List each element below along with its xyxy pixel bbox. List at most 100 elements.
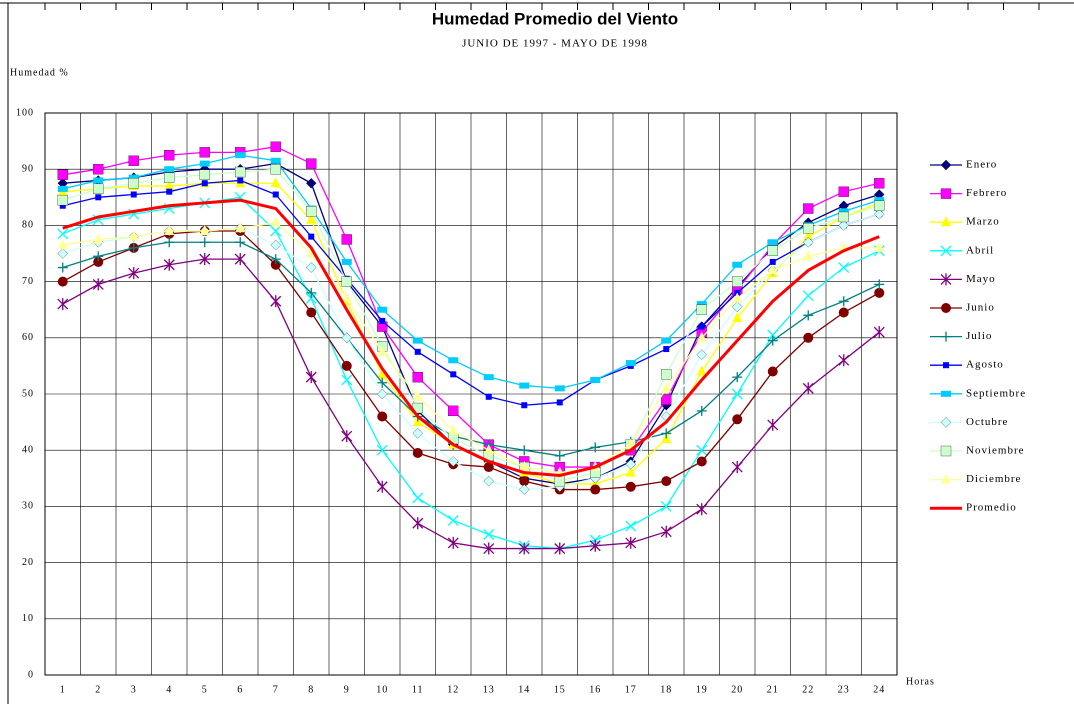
marker — [625, 481, 636, 492]
x-tick-label: 2 — [95, 684, 101, 695]
marker — [661, 382, 672, 393]
marker — [943, 362, 949, 369]
marker — [377, 345, 388, 356]
marker — [663, 346, 670, 353]
marker — [554, 475, 565, 487]
marker — [874, 208, 885, 220]
marker — [874, 197, 885, 204]
marker — [270, 157, 281, 164]
marker — [412, 428, 423, 439]
x-axis-label: Horas — [906, 676, 935, 687]
legend-label: Diciembre — [966, 473, 1021, 485]
marker — [590, 484, 601, 495]
marker — [199, 225, 210, 236]
marker — [341, 430, 353, 443]
marker — [940, 445, 952, 457]
chart-title: Humedad Promedio del Viento — [432, 9, 678, 28]
marker — [767, 335, 778, 346]
marker — [379, 317, 386, 324]
marker — [940, 159, 952, 171]
marker — [199, 160, 210, 167]
marker — [696, 503, 708, 516]
marker — [732, 276, 743, 287]
y-tick-label: 0 — [28, 669, 34, 680]
marker — [414, 348, 421, 355]
marker — [838, 354, 850, 367]
marker — [483, 475, 494, 487]
series-line — [62, 179, 880, 406]
marker — [940, 188, 952, 199]
marker — [485, 393, 492, 400]
x-tick-label: 5 — [202, 684, 208, 695]
marker — [93, 164, 104, 175]
y-axis-label: Humedad % — [10, 67, 69, 78]
marker — [554, 542, 566, 555]
y-tick-label: 40 — [22, 444, 34, 455]
marker — [732, 312, 743, 323]
series-line — [62, 198, 880, 478]
y-tick-label: 20 — [22, 557, 34, 568]
marker — [447, 536, 459, 549]
marker — [57, 239, 68, 250]
marker — [128, 178, 139, 189]
marker — [199, 237, 210, 248]
marker — [483, 529, 495, 540]
marker — [164, 172, 175, 183]
marker — [93, 233, 104, 244]
marker — [448, 357, 459, 364]
marker — [341, 332, 352, 344]
marker — [59, 202, 66, 209]
marker — [376, 444, 388, 456]
marker — [483, 542, 495, 555]
x-tick-label: 21 — [767, 684, 779, 695]
x-tick-label: 17 — [625, 684, 637, 695]
legend-label: Julio — [966, 330, 992, 342]
marker — [838, 296, 849, 307]
marker — [306, 307, 317, 318]
legend-label: Noviembre — [966, 445, 1024, 457]
marker — [767, 418, 779, 431]
marker — [874, 287, 885, 298]
y-tick-label: 30 — [22, 501, 34, 512]
series-line — [62, 146, 880, 468]
y-tick-label: 90 — [22, 163, 34, 174]
marker — [696, 365, 707, 376]
marker — [483, 444, 494, 455]
marker — [625, 438, 636, 449]
y-tick-label: 100 — [16, 107, 34, 118]
marker — [940, 417, 952, 428]
marker — [164, 166, 175, 173]
x-tick-label: 24 — [873, 684, 885, 695]
marker — [270, 177, 281, 188]
marker — [696, 405, 707, 416]
marker — [803, 237, 814, 248]
marker — [305, 371, 317, 384]
marker — [519, 476, 530, 487]
marker — [803, 310, 814, 321]
marker — [696, 456, 707, 467]
y-tick-label: 70 — [22, 276, 34, 287]
marker — [696, 444, 708, 456]
marker — [341, 276, 352, 287]
marker — [412, 448, 423, 459]
marker — [57, 185, 68, 192]
marker — [305, 293, 317, 304]
marker — [93, 183, 104, 195]
marker — [519, 461, 530, 472]
marker — [93, 177, 104, 184]
x-tick-label: 6 — [237, 684, 243, 695]
marker — [306, 178, 317, 189]
x-tick-label: 22 — [802, 684, 814, 695]
marker — [625, 459, 636, 470]
marker — [128, 242, 139, 253]
marker — [941, 390, 951, 397]
marker — [696, 304, 707, 315]
marker — [732, 292, 743, 303]
marker — [625, 536, 637, 549]
marker — [589, 539, 601, 552]
marker — [940, 273, 952, 286]
marker — [448, 424, 459, 435]
x-tick-label: 16 — [589, 684, 601, 695]
y-tick-label: 60 — [22, 332, 34, 343]
